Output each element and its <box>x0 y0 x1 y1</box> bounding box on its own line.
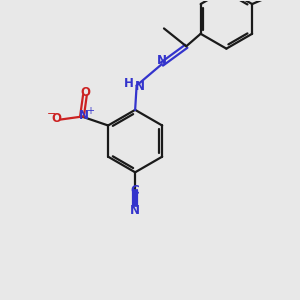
Text: O: O <box>52 112 62 125</box>
Text: N: N <box>135 80 145 94</box>
Text: N: N <box>130 203 140 217</box>
Text: C: C <box>131 184 140 197</box>
Text: O: O <box>80 86 90 99</box>
Text: +: + <box>86 106 94 116</box>
Text: −: − <box>46 109 56 119</box>
Text: H: H <box>124 76 134 90</box>
Text: N: N <box>157 54 167 67</box>
Text: N: N <box>79 110 89 122</box>
